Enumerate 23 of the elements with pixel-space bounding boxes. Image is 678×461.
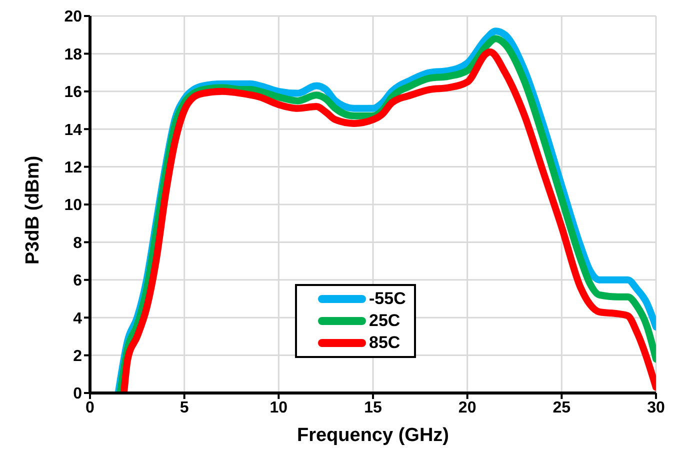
legend-label: 25C: [369, 311, 400, 331]
x-tick-label: 10: [270, 399, 288, 416]
y-axis-title: P3dB (dBm): [22, 156, 44, 264]
y-tick-label: 6: [73, 272, 82, 290]
x-tick-label: 15: [364, 399, 382, 416]
legend-label: -55C: [369, 289, 406, 309]
y-tick-label: 10: [64, 197, 82, 214]
x-tick-label: 25: [552, 399, 571, 416]
y-tick-label: 4: [73, 310, 82, 328]
y-tick-label: 16: [64, 84, 82, 102]
y-tick-label: 14: [64, 122, 82, 139]
y-tick-label: 8: [73, 234, 82, 252]
y-tick-label: 18: [64, 46, 82, 64]
y-tick-label: 20: [64, 8, 82, 26]
x-tick-label: 20: [458, 399, 476, 416]
x-tick-label: 30: [647, 399, 665, 416]
y-tick-label: 12: [64, 159, 82, 176]
legend-label: 85C: [369, 333, 400, 353]
x-tick-label: 5: [180, 399, 189, 416]
y-tick-label: 2: [73, 348, 82, 365]
x-axis-title: Frequency (GHz): [296, 425, 450, 446]
y-tick-label: 0: [73, 386, 82, 403]
x-tick-label: 0: [86, 399, 95, 416]
